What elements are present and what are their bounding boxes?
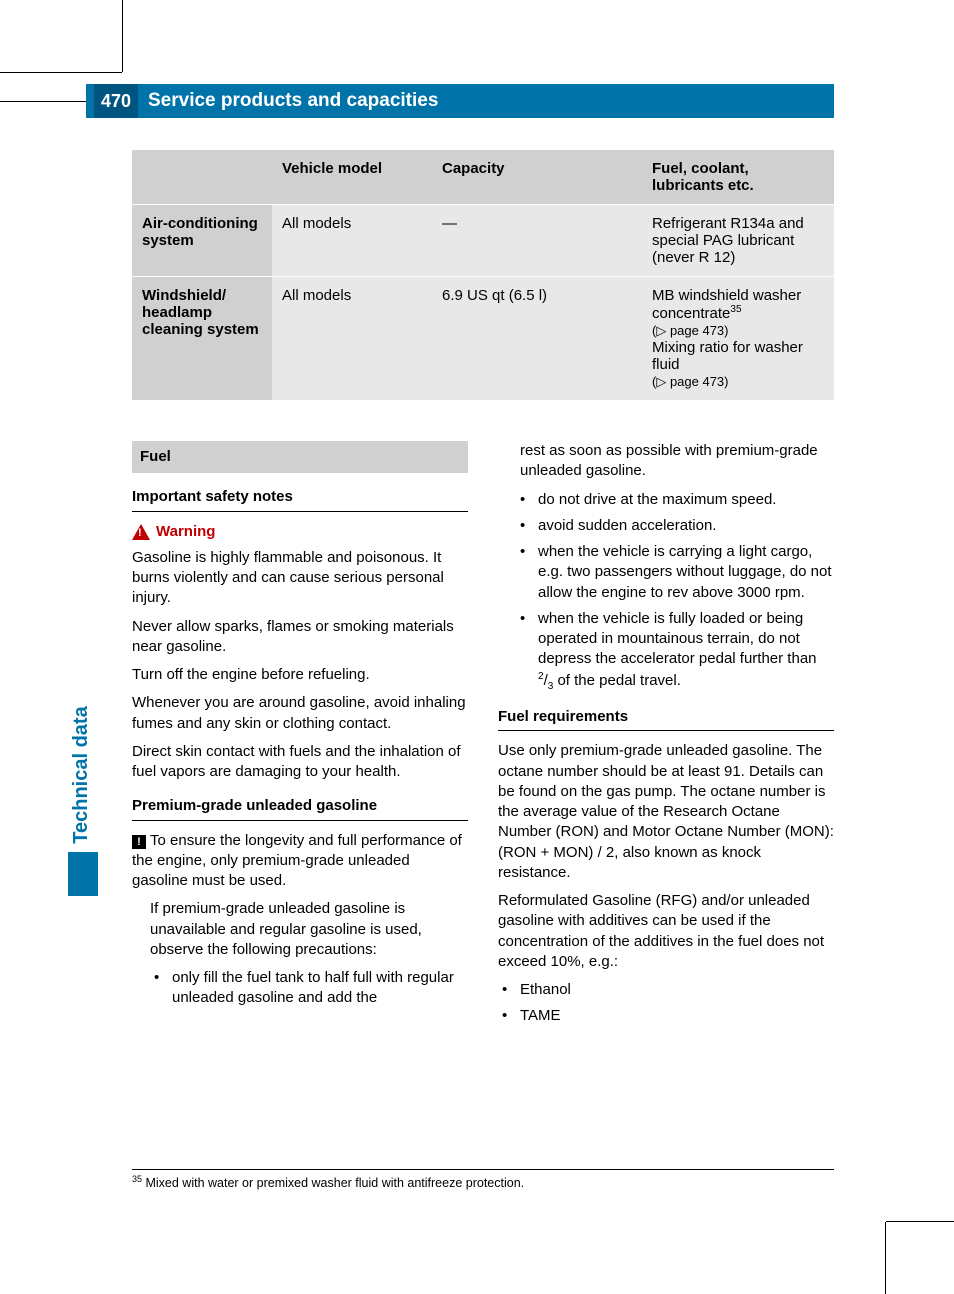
corner-rule-top-v <box>122 0 123 72</box>
header-left-rule <box>0 101 86 102</box>
table-header-fuel: Fuel, coolant, lubricants etc. <box>642 150 834 205</box>
list-item: avoid sudden acceleration. <box>534 516 834 536</box>
warning-icon <box>132 524 150 540</box>
table-row: Windshield/ headlamp cleaning system All… <box>132 277 834 401</box>
row-capacity: — <box>432 205 642 277</box>
list-item: Ethanol <box>516 980 834 1000</box>
list-item: TAME <box>516 1006 834 1026</box>
page-header: 470 Service products and capacities <box>86 84 834 118</box>
footnote: 35 Mixed with water or premixed washer f… <box>132 1169 834 1190</box>
warning-paragraph: Gasoline is highly flammable and poisono… <box>132 548 468 609</box>
subheading-fuel-requirements: Fuel requirements <box>498 707 834 731</box>
footnote-number: 35 <box>132 1174 142 1184</box>
capacities-table: Vehicle model Capacity Fuel, coolant, lu… <box>132 150 834 401</box>
page-number: 470 <box>94 84 138 118</box>
warning-paragraph: Whenever you are around gasoline, avoid … <box>132 693 468 734</box>
list-item: when the vehicle is carrying a light car… <box>534 542 834 603</box>
bullet-text-b: of the pedal travel. <box>553 672 681 689</box>
footnote-text: Mixed with water or premixed washer flui… <box>142 1176 524 1190</box>
fuel-text: Mixing ratio for washer fluid <box>652 339 803 373</box>
content-area: Vehicle model Capacity Fuel, coolant, lu… <box>132 150 834 1033</box>
subheading-safety: Important safety notes <box>132 487 468 511</box>
corner-rule-top <box>0 72 122 73</box>
fuel-text: MB windshield washer concentrate <box>652 287 801 322</box>
table-row: Air-conditioning system All models — Ref… <box>132 205 834 277</box>
section-heading-fuel: Fuel <box>132 441 468 473</box>
table-header-row: Vehicle model Capacity Fuel, coolant, lu… <box>132 150 834 205</box>
warning-paragraph: Never allow sparks, flames or smoking ma… <box>132 617 468 658</box>
list-item: do not drive at the maximum speed. <box>534 490 834 510</box>
page-title: Service products and capacities <box>148 90 438 112</box>
note-paragraph: If premium-grade unleaded gasoline is un… <box>150 899 468 960</box>
side-tab-label: Technical data <box>70 690 93 860</box>
fraction-numerator: 2 <box>538 671 544 682</box>
row-fuel: MB windshield washer concentrate35 (▷ pa… <box>642 277 834 401</box>
table-header-capacity: Capacity <box>432 150 642 205</box>
table-header-empty <box>132 150 272 205</box>
row-label: Air-conditioning system <box>132 205 272 277</box>
precaution-list: only fill the fuel tank to half full wit… <box>150 968 468 1009</box>
continuation-text: rest as soon as possible with premium-gr… <box>520 441 834 482</box>
page-ref: (▷ page 473) <box>652 374 729 389</box>
list-item: when the vehicle is fully loaded or bein… <box>534 609 834 693</box>
right-column: rest as soon as possible with premium-gr… <box>498 441 834 1033</box>
warning-paragraph: Direct skin contact with fuels and the i… <box>132 742 468 783</box>
fuel-req-paragraph: Reformulated Gasoline (RFG) and/or unlea… <box>498 891 834 972</box>
warning-label: Warning <box>156 522 215 542</box>
note-block: !To ensure the longevity and full perfor… <box>132 831 468 1009</box>
page-ref: (▷ page 473) <box>652 323 729 338</box>
additive-list: Ethanol TAME <box>498 980 834 1027</box>
left-column: Fuel Important safety notes Warning Gaso… <box>132 441 468 1033</box>
note-text: To ensure the longevity and full perform… <box>132 832 462 890</box>
precaution-list-continued: do not drive at the maximum speed. avoid… <box>516 490 834 694</box>
list-item: only fill the fuel tank to half full wit… <box>168 968 468 1009</box>
bullet-text-a: when the vehicle is fully loaded or bein… <box>538 610 817 668</box>
side-tab: Technical data <box>70 690 98 860</box>
row-model: All models <box>272 205 432 277</box>
subheading-premium: Premium-grade unleaded gasoline <box>132 796 468 820</box>
note-icon: ! <box>132 835 146 849</box>
row-capacity: 6.9 US qt (6.5 l) <box>432 277 642 401</box>
warning-heading: Warning <box>132 522 468 542</box>
row-model: All models <box>272 277 432 401</box>
warning-paragraph: Turn off the engine before refueling. <box>132 665 468 685</box>
row-fuel: Refrigerant R134a and special PAG lubric… <box>642 205 834 277</box>
row-label: Windshield/ headlamp cleaning system <box>132 277 272 401</box>
table-header-model: Vehicle model <box>272 150 432 205</box>
two-column-layout: Fuel Important safety notes Warning Gaso… <box>132 441 834 1033</box>
fuel-req-paragraph: Use only premium-grade unleaded gasoline… <box>498 741 834 883</box>
corner-rule-bottom <box>886 1221 954 1222</box>
footnote-ref: 35 <box>730 304 741 315</box>
corner-rule-bottom-v <box>885 1222 886 1294</box>
side-tab-marker <box>68 852 98 896</box>
